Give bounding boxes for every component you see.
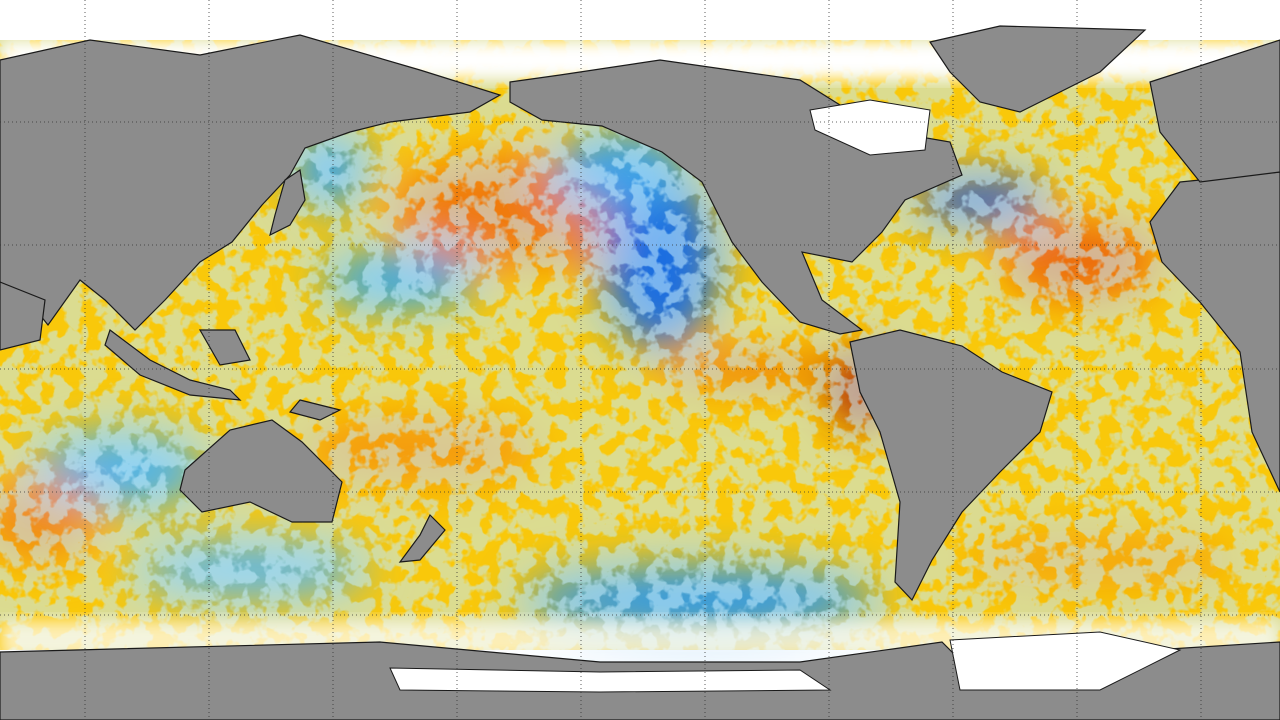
africa: [1149, 171, 1280, 493]
africa-west: [0, 281, 46, 351]
landmasses: [0, 25, 1280, 720]
new-zealand: [398, 513, 446, 563]
antarctic-ice: [389, 631, 1182, 693]
australia: [179, 419, 343, 523]
arctic-ice: [809, 99, 931, 156]
indonesia: [104, 329, 342, 421]
asia: [0, 34, 502, 331]
greenland: [929, 25, 1147, 113]
japan: [269, 168, 306, 237]
south-america: [849, 329, 1053, 602]
europe: [1149, 39, 1280, 183]
